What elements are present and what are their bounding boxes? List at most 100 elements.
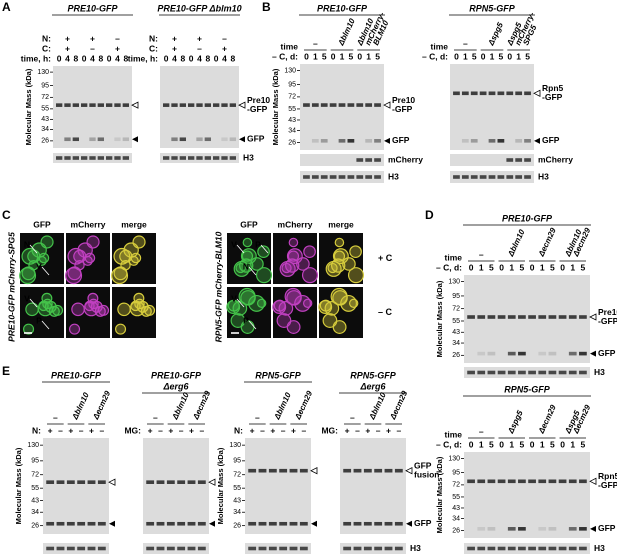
mass-tick-label: 34 — [31, 509, 39, 516]
band — [548, 351, 557, 356]
row-value: 1 — [490, 51, 495, 61]
band — [166, 480, 175, 484]
row-value: – — [281, 425, 286, 435]
band — [77, 546, 86, 551]
blot-membrane — [450, 64, 534, 150]
row-value: 8 — [180, 53, 185, 63]
band — [538, 351, 547, 356]
band — [97, 546, 106, 551]
band — [374, 175, 381, 179]
mass-tick-label: 72 — [452, 305, 460, 312]
cell — [132, 235, 146, 249]
row-value: 1 — [509, 262, 514, 272]
band — [146, 546, 155, 551]
band — [356, 175, 364, 179]
band — [289, 546, 298, 551]
band — [365, 158, 373, 162]
open-arrowhead — [108, 478, 116, 486]
band — [518, 479, 526, 484]
band — [106, 156, 113, 160]
row-label: MG: — [321, 425, 338, 435]
blot-title: PRE10-GFP — [51, 370, 102, 380]
strip-label: H3 — [388, 171, 399, 181]
band — [524, 91, 531, 96]
band — [299, 521, 308, 526]
band — [311, 175, 319, 179]
band — [329, 175, 337, 179]
band — [72, 137, 79, 142]
band — [506, 158, 514, 162]
cell — [342, 257, 356, 271]
mass-tick-label: 72 — [452, 482, 460, 489]
blot-strip — [245, 543, 311, 554]
arrowhead — [239, 136, 245, 143]
blot-membrane — [43, 438, 109, 534]
band — [248, 468, 257, 473]
cell — [288, 237, 299, 248]
open-arrowhead — [208, 478, 216, 486]
band — [197, 521, 206, 526]
band-label: -GFP — [247, 104, 268, 114]
band — [507, 479, 516, 484]
row-value: 4 — [172, 53, 177, 63]
row-value: 0 — [189, 53, 194, 63]
blot-membrane — [300, 64, 384, 150]
row-label: MG: — [124, 425, 141, 435]
row-value: 5 — [375, 51, 380, 61]
row-label: N: — [149, 33, 158, 43]
row-value: 1 — [570, 262, 575, 272]
mass-tick-label: 130 — [37, 69, 49, 76]
blot-strip — [464, 367, 590, 378]
annotation: P — [243, 315, 249, 325]
band — [453, 175, 460, 179]
band-label: GFP — [598, 348, 616, 358]
strip-label: H3 — [538, 171, 549, 181]
band-label: GFP — [414, 518, 432, 528]
cell — [71, 302, 85, 317]
mass-tick-label: 95 — [288, 81, 296, 88]
blot-strip — [43, 543, 109, 554]
band — [204, 103, 211, 107]
genotype: Δblm10 — [336, 17, 357, 48]
annotation: V — [231, 239, 237, 249]
blot-strip — [143, 543, 209, 554]
band — [479, 91, 487, 96]
band — [229, 103, 236, 107]
row-value: + — [48, 425, 53, 435]
genotype: Δecm29 — [293, 389, 315, 422]
genotype: Δecm29 — [388, 389, 410, 422]
cell — [281, 262, 292, 274]
row-label: N: — [32, 425, 41, 435]
band — [77, 521, 86, 526]
row-value: – — [58, 425, 63, 435]
blot-strip — [450, 154, 534, 166]
band — [268, 546, 277, 551]
row-value: 1 — [570, 439, 575, 449]
genotype: – — [53, 412, 58, 422]
band — [196, 156, 203, 160]
band — [394, 546, 403, 551]
band — [518, 527, 526, 531]
band — [56, 521, 65, 526]
band — [487, 315, 496, 319]
band — [515, 139, 523, 143]
arrowhead — [109, 520, 115, 527]
band — [196, 137, 203, 142]
band — [384, 468, 393, 473]
band — [122, 156, 129, 160]
cell — [230, 313, 246, 328]
mass-tick-label: 130 — [448, 455, 460, 462]
arrowhead — [590, 525, 596, 532]
blot-title: RPN5-GFP — [350, 370, 397, 380]
row-value: 4 — [65, 53, 70, 63]
genotype: Δspg5 — [486, 21, 505, 48]
blot-title: PRE10-GFP Δblm10 — [157, 3, 241, 13]
band-label: -GFP — [598, 316, 617, 326]
row-value: + — [386, 425, 391, 435]
band — [347, 175, 355, 179]
row-value: 8 — [123, 53, 128, 63]
row-value: 5 — [581, 439, 586, 449]
row-value: – — [79, 425, 84, 435]
strip-label: mCherry — [538, 154, 573, 164]
row-value: – — [301, 425, 306, 435]
